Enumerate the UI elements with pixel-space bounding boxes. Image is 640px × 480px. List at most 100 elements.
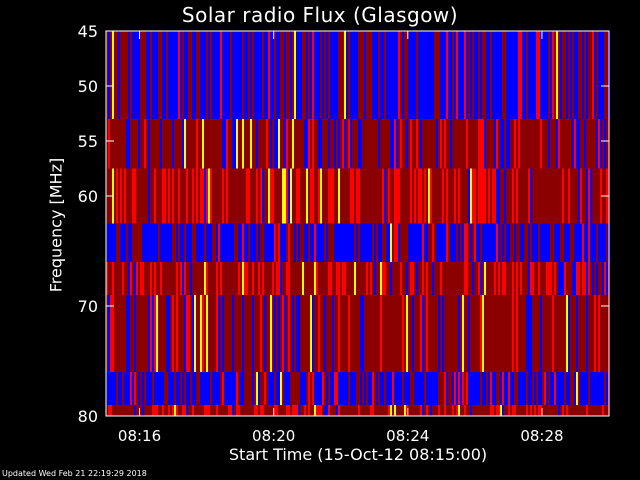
spectrogram-cell xyxy=(342,405,344,417)
spectrogram-cell xyxy=(426,223,428,263)
x-tick-label: 08:16 xyxy=(118,427,161,445)
spectrogram-cell xyxy=(330,168,332,224)
spectrogram-cell xyxy=(434,168,436,224)
spectrogram-cell xyxy=(142,372,144,406)
spectrogram-cell xyxy=(436,119,438,169)
spectrogram-cell xyxy=(410,405,412,417)
spectrogram-cell xyxy=(232,262,234,296)
spectrogram-cell xyxy=(390,31,392,120)
spectrogram-cell xyxy=(564,405,566,417)
spectrogram-cell xyxy=(290,168,292,224)
spectrogram-cell xyxy=(296,295,298,373)
spectrogram-cell xyxy=(422,119,424,169)
spectrogram-cell xyxy=(368,372,370,406)
spectrogram-cell xyxy=(372,168,374,224)
spectrogram-cell xyxy=(462,372,464,406)
spectrogram-cell xyxy=(602,262,604,296)
spectrogram-cell xyxy=(184,223,186,263)
spectrogram-cell xyxy=(590,223,592,263)
spectrogram-cell xyxy=(348,223,350,263)
spectrogram-cell xyxy=(540,31,542,120)
spectrogram-cell xyxy=(298,31,300,120)
spectrogram-cell xyxy=(486,372,488,406)
spectrogram-cell xyxy=(408,372,410,406)
spectrogram-cell xyxy=(166,405,168,417)
spectrogram-cell xyxy=(408,223,410,263)
spectrogram-cell xyxy=(136,262,138,296)
spectrogram-cell xyxy=(490,223,492,263)
spectrogram-cell xyxy=(198,31,200,120)
spectrogram-cell xyxy=(402,372,404,406)
spectrogram-cell xyxy=(454,262,456,296)
spectrogram-cell xyxy=(486,168,488,224)
spectrogram-cell xyxy=(106,295,108,373)
spectrogram-cell xyxy=(268,168,270,224)
spectrogram-cell xyxy=(324,119,326,169)
spectrogram-cell xyxy=(548,262,550,296)
spectrogram-cell xyxy=(248,262,250,296)
spectrogram-cell xyxy=(288,405,290,417)
spectrogram-cell xyxy=(518,168,520,224)
spectrogram-cell xyxy=(428,295,430,373)
spectrogram-cell xyxy=(492,295,494,373)
spectrogram-cell xyxy=(120,223,122,263)
spectrogram-cell xyxy=(472,262,474,296)
spectrogram-cell xyxy=(460,223,462,263)
spectrogram-cell xyxy=(202,372,204,406)
spectrogram-cell xyxy=(218,168,220,224)
spectrogram-cell xyxy=(530,31,532,120)
spectrogram-cell xyxy=(416,31,418,120)
spectrogram-cell xyxy=(352,262,354,296)
spectrogram-cell xyxy=(494,223,496,263)
spectrogram-cell xyxy=(320,262,322,296)
spectrogram-cell xyxy=(606,223,608,263)
spectrogram-cell xyxy=(566,31,568,120)
spectrogram-cell xyxy=(322,119,324,169)
spectrogram-cell xyxy=(562,31,564,120)
spectrogram-cell xyxy=(442,223,444,263)
spectrogram-cell xyxy=(392,223,394,263)
spectrogram-cell xyxy=(148,168,150,224)
spectrogram-cell xyxy=(278,223,280,263)
spectrogram-cell xyxy=(452,262,454,296)
spectrogram-cell xyxy=(358,119,360,169)
spectrogram-cell xyxy=(176,119,178,169)
spectrogram-cell xyxy=(356,295,358,373)
spectrogram-cell xyxy=(346,31,348,120)
spectrogram-cell xyxy=(368,168,370,224)
spectrogram-cell xyxy=(170,168,172,224)
spectrogram-cell xyxy=(370,223,372,263)
spectrogram-cell xyxy=(434,262,436,296)
spectrogram-cell xyxy=(550,223,552,263)
spectrogram-cell xyxy=(494,119,496,169)
spectrogram-cell xyxy=(206,168,208,224)
spectrogram-cell xyxy=(434,372,436,406)
spectrogram-cell xyxy=(220,168,222,224)
spectrogram-cell xyxy=(188,119,190,169)
spectrogram-cell xyxy=(190,295,192,373)
spectrogram-cell xyxy=(264,223,266,263)
spectrogram-cell xyxy=(580,295,582,373)
spectrogram-cell xyxy=(210,405,212,417)
spectrogram-cell xyxy=(518,223,520,263)
spectrogram-cell xyxy=(598,295,600,373)
spectrogram-cell xyxy=(330,262,332,296)
spectrogram-cell xyxy=(550,168,552,224)
spectrogram-cell xyxy=(360,168,362,224)
spectrogram-cell xyxy=(500,295,502,373)
spectrogram-cell xyxy=(512,31,514,120)
spectrogram-cell xyxy=(518,295,520,373)
spectrogram-cell xyxy=(376,223,378,263)
spectrogram-cell xyxy=(362,262,364,296)
spectrogram-cell xyxy=(344,405,346,417)
spectrogram-cell xyxy=(412,295,414,373)
spectrogram-cell xyxy=(348,168,350,224)
spectrogram-cell xyxy=(602,119,604,169)
spectrogram-cell xyxy=(466,372,468,406)
spectrogram-cell xyxy=(340,168,342,224)
spectrogram-cell xyxy=(596,31,598,120)
spectrogram-cell xyxy=(532,119,534,169)
spectrogram-cell xyxy=(458,405,460,417)
spectrogram-cell xyxy=(456,372,458,406)
spectrogram-cell xyxy=(446,405,448,417)
